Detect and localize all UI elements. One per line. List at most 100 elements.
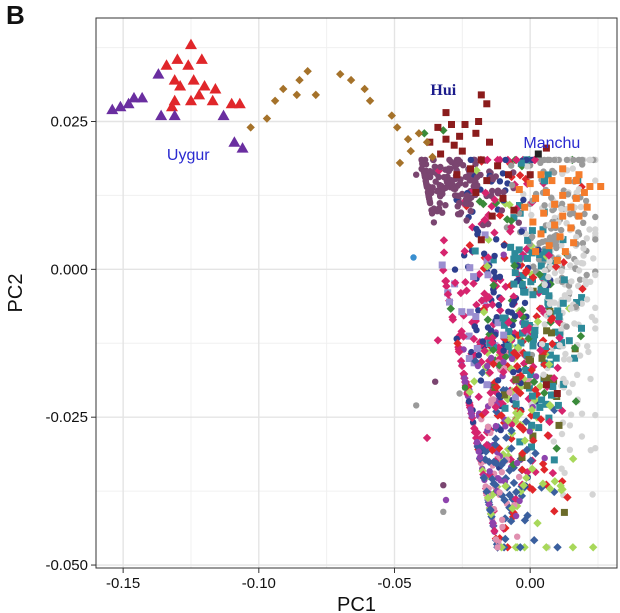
data-point (518, 454, 526, 461)
data-point (527, 365, 536, 375)
data-point (538, 354, 546, 362)
manchu-point (567, 203, 575, 211)
data-point (475, 352, 482, 359)
data-point (521, 320, 529, 328)
data-point (465, 355, 473, 362)
data-point (541, 343, 549, 350)
data-point (566, 288, 573, 296)
data-point (490, 195, 499, 205)
data-point (527, 278, 535, 286)
data-point (516, 202, 523, 209)
data-point (498, 469, 505, 476)
data-point (546, 257, 553, 265)
manchu-point (583, 203, 591, 211)
data-point (567, 411, 575, 418)
data-point (510, 261, 519, 270)
data-point (550, 506, 559, 516)
annotation-manchu-label: Manchu (523, 135, 580, 152)
data-point (541, 267, 548, 274)
manchu-point (559, 165, 567, 173)
data-point (556, 342, 563, 349)
data-point (445, 167, 452, 175)
hui-point (467, 165, 474, 173)
data-point (430, 219, 438, 226)
data-point (529, 377, 539, 387)
data-point (511, 494, 520, 504)
manchu-point (597, 183, 605, 190)
data-point (518, 228, 525, 235)
data-point (545, 484, 555, 493)
data-point (529, 436, 538, 445)
hui-point (526, 171, 534, 179)
data-point (488, 474, 497, 484)
data-point (483, 493, 493, 503)
data-point (494, 475, 502, 482)
data-point (513, 331, 523, 340)
data-point (536, 381, 545, 391)
manchu-point (532, 248, 540, 256)
data-point (531, 327, 539, 334)
data-point (474, 182, 481, 189)
data-point (550, 456, 558, 464)
data-point (489, 187, 496, 195)
data-point (494, 187, 502, 194)
data-point (519, 329, 526, 337)
data-point (561, 292, 569, 299)
data-point (528, 443, 535, 451)
outlier-point (413, 171, 420, 178)
data-point (523, 351, 531, 359)
data-point (552, 444, 561, 453)
data-point (479, 473, 489, 483)
data-point (539, 336, 548, 345)
hui-point (553, 390, 561, 397)
data-point (554, 307, 562, 315)
data-point (499, 456, 509, 466)
admixed-point (403, 135, 413, 144)
data-point (480, 346, 489, 356)
data-point (506, 334, 516, 343)
data-point (477, 171, 484, 179)
data-point (520, 326, 530, 335)
data-point (550, 438, 557, 445)
data-point (541, 177, 548, 185)
hui-point (448, 121, 455, 128)
data-point (529, 342, 537, 350)
data-point (481, 250, 488, 257)
data-point (577, 203, 584, 211)
data-point (541, 202, 548, 209)
hui-point (510, 206, 518, 214)
data-point (471, 247, 479, 255)
data-point (522, 266, 531, 275)
data-point (475, 270, 484, 279)
data-point (545, 292, 553, 300)
data-point (423, 180, 430, 187)
data-point (582, 197, 590, 205)
data-point (438, 261, 446, 269)
data-point (488, 446, 497, 455)
data-point (483, 315, 493, 324)
data-point (568, 543, 578, 552)
data-point (550, 477, 560, 486)
data-point (554, 401, 562, 409)
data-point (474, 362, 482, 370)
data-point (460, 247, 469, 256)
data-point (427, 189, 435, 197)
data-point (477, 296, 487, 305)
data-point (500, 514, 510, 523)
manchu-point (551, 200, 559, 208)
outlier-point (422, 433, 432, 443)
data-point (567, 262, 574, 269)
data-point (540, 388, 549, 398)
data-point (575, 267, 583, 274)
manchu-point (586, 183, 594, 190)
data-point (513, 343, 523, 352)
data-point (479, 199, 488, 209)
data-point (542, 288, 550, 295)
data-point (435, 173, 442, 181)
data-point (527, 411, 536, 420)
data-point (486, 505, 495, 514)
data-point (576, 276, 584, 283)
manchu-point (532, 194, 540, 202)
data-point (536, 251, 544, 259)
data-point (501, 481, 510, 491)
